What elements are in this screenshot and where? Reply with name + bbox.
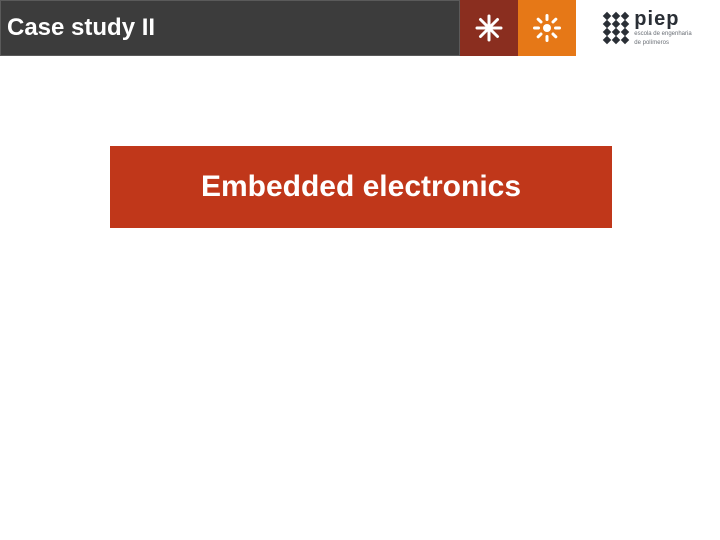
piep-sub-line2: de polímeros: [634, 40, 691, 47]
main-banner: Embedded electronics: [110, 146, 612, 228]
slide-title: Case study II: [0, 0, 460, 56]
header: Case study II: [0, 0, 720, 56]
logo-maroon: [460, 0, 518, 56]
logo-strip: piep escola de engenharia de polímeros: [460, 0, 720, 56]
logo-orange: [518, 0, 576, 56]
asterisk-icon: [474, 13, 504, 43]
sunburst-icon: [532, 13, 562, 43]
piep-sub-line1: escola de engenharia: [634, 31, 691, 38]
main-banner-text: Embedded electronics: [201, 170, 521, 204]
piep-word: piep: [634, 9, 691, 29]
piep-dots-icon: [604, 13, 628, 43]
slide: Case study II: [0, 0, 720, 540]
piep-text: piep escola de engenharia de polímeros: [634, 9, 691, 46]
slide-title-text: Case study II: [7, 14, 155, 42]
logo-piep: piep escola de engenharia de polímeros: [576, 0, 720, 56]
